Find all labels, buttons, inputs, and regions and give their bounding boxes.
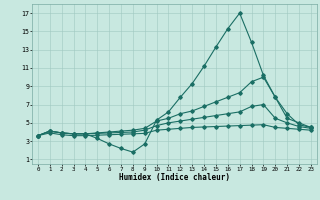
X-axis label: Humidex (Indice chaleur): Humidex (Indice chaleur) [119,173,230,182]
